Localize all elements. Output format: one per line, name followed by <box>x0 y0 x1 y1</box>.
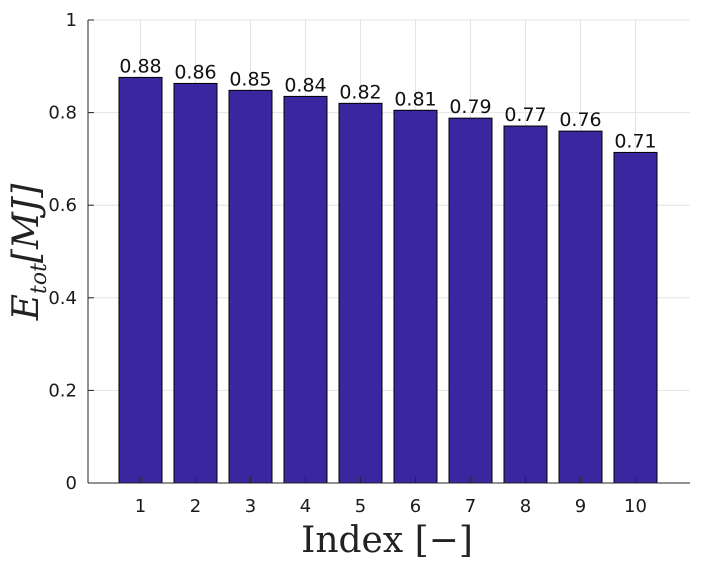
x-tick-label: 1 <box>135 496 146 517</box>
x-tick-label: 9 <box>575 496 586 517</box>
data-labels: 0.88 0.86 0.85 0.84 0.82 0.81 0.79 0.77 0.76 0.71 <box>119 55 656 152</box>
x-tick-label: 7 <box>465 496 476 517</box>
x-axis-label: Index [−] <box>301 520 473 561</box>
data-label: 0.77 <box>504 104 546 126</box>
data-label: 0.79 <box>449 96 491 118</box>
y-tick-label: 0 <box>66 473 77 494</box>
y-tick-label: 1 <box>66 10 77 31</box>
y-tick-label: 0.4 <box>48 288 77 309</box>
bar-1 <box>118 76 163 484</box>
data-label: 0.85 <box>229 68 271 90</box>
data-label: 0.71 <box>614 130 656 152</box>
data-label: 0.82 <box>339 81 381 103</box>
bars <box>118 76 658 484</box>
axes <box>87 19 690 484</box>
y-axis-label: Etot[MJ] <box>6 183 52 322</box>
tick-labels: 00.20.40.60.811 2 3 4 5 6 7 8 9 10 <box>48 10 647 517</box>
bar-4 <box>283 95 328 484</box>
bar-9 <box>558 130 603 484</box>
data-label: 0.88 <box>119 55 161 77</box>
bar-10 <box>613 151 658 484</box>
y-tick-label: 0.2 <box>48 380 77 401</box>
data-label: 0.84 <box>284 74 326 96</box>
y-tick-label: 0.8 <box>48 103 77 124</box>
data-label: 0.81 <box>394 88 436 110</box>
x-tick-label: 10 <box>624 496 647 517</box>
x-tick-label: 6 <box>410 496 421 517</box>
bar-6 <box>393 109 438 484</box>
x-tick-label: 3 <box>245 496 256 517</box>
bar-7 <box>448 117 493 484</box>
x-tick-label: 8 <box>520 496 531 517</box>
data-label: 0.76 <box>559 109 601 131</box>
bar-5 <box>338 102 383 484</box>
y-tick-label: 0.6 <box>48 195 77 216</box>
x-tick-label: 4 <box>300 496 311 517</box>
y-axis-label-sub: tot <box>27 263 52 294</box>
bar-2 <box>173 82 218 484</box>
y-axis-label-main: E <box>6 294 47 321</box>
data-label: 0.86 <box>174 61 216 83</box>
x-tick-label: 2 <box>190 496 201 517</box>
x-tick-label: 5 <box>355 496 366 517</box>
bar-3 <box>228 89 273 484</box>
y-axis-label-unit: [MJ] <box>6 183 47 263</box>
bar-8 <box>503 125 548 484</box>
